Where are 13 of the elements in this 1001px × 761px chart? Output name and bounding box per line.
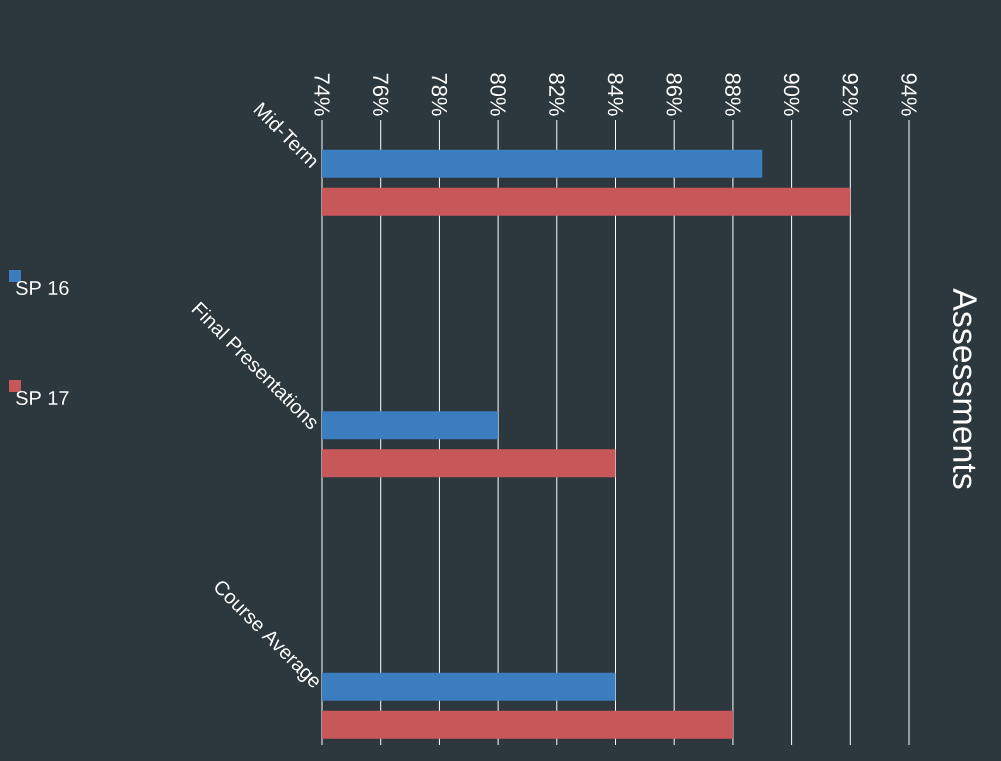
legend-label: SP 16 [16, 280, 69, 296]
text: Assessments [952, 288, 977, 489]
x-tick-label: 84% [607, 73, 624, 116]
x-tick-label: 80% [490, 73, 506, 116]
x-tick-label: 82% [549, 73, 565, 116]
x-tick-label: 78% [431, 73, 448, 116]
x-tick-label: 88% [725, 73, 741, 116]
x-tick-label: 76% [372, 73, 389, 116]
legend-label: SP 17 [16, 390, 69, 406]
x-tick-label: 86% [666, 73, 682, 116]
x-tick-label: 92% [842, 73, 859, 116]
x-tick-label: 90% [783, 73, 800, 116]
x-tick-label: 94% [901, 73, 917, 116]
